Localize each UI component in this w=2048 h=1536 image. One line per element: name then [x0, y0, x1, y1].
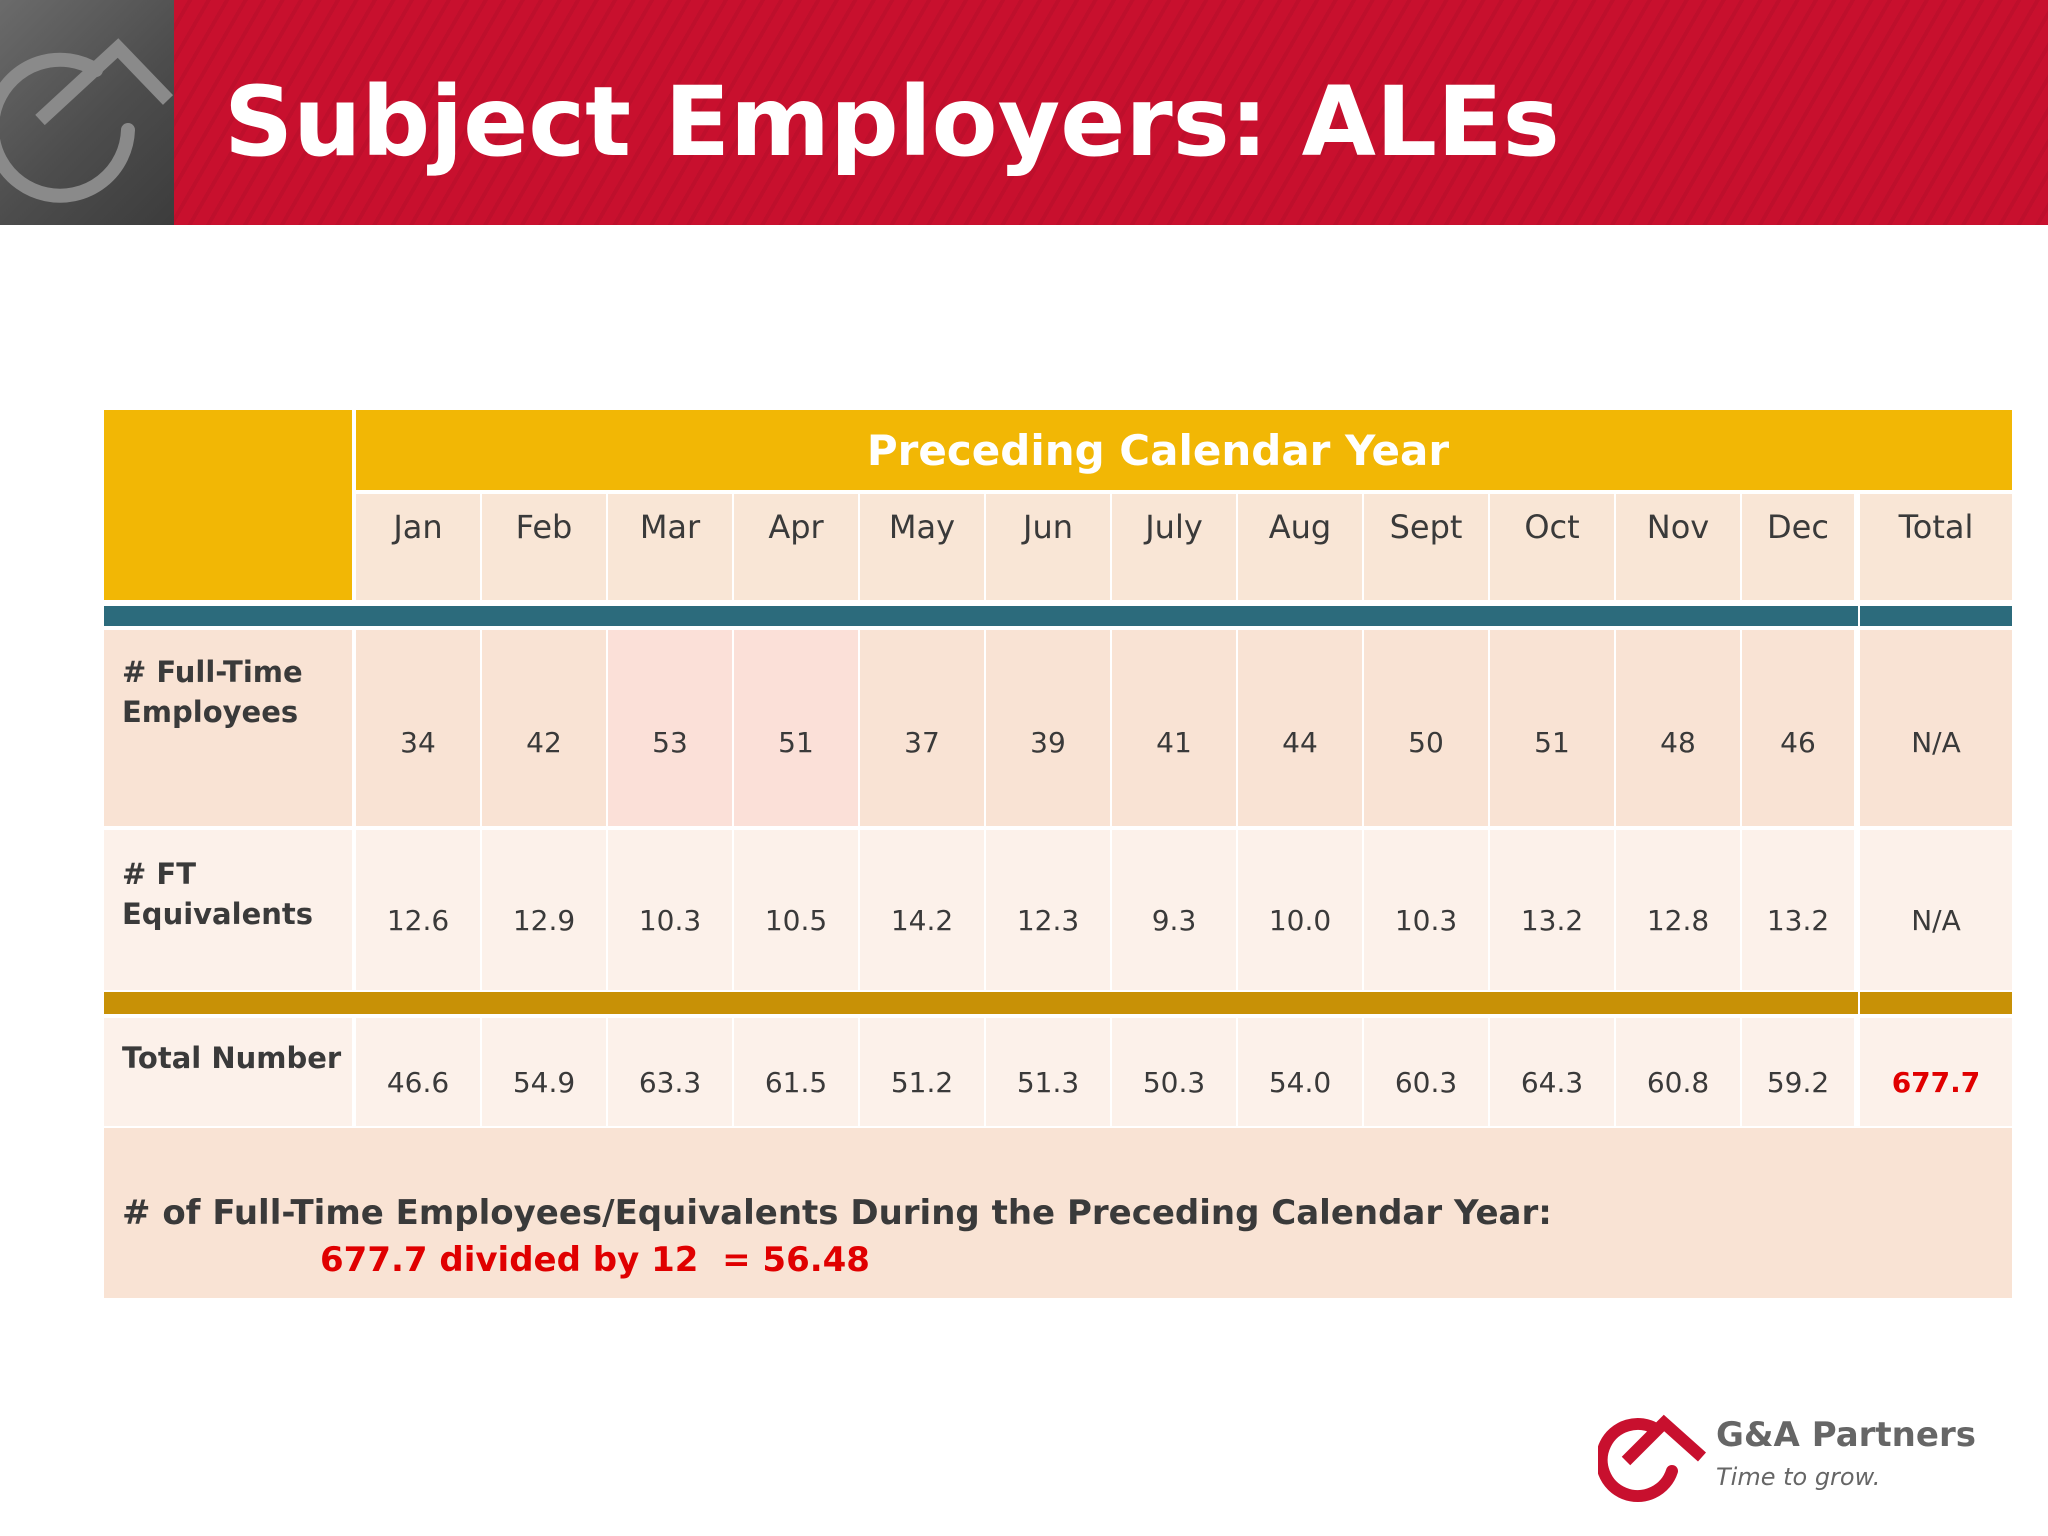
ga-partners-logo-icon: [1598, 1414, 1707, 1502]
row-label-ft-equivalents: # FT Equivalents: [104, 830, 352, 990]
brand-tagline: Time to grow.: [1716, 1463, 1881, 1491]
row-label-text: # FT Equivalents: [122, 857, 314, 931]
table-cell: 60.3: [1364, 1018, 1488, 1126]
title-bar: Subject Employers: ALEs: [174, 0, 2048, 225]
table-cell: 10.3: [608, 830, 732, 990]
table-cell: 10.3: [1364, 830, 1488, 990]
table-cell: 13.2: [1742, 830, 1854, 990]
table-cell: 51: [734, 630, 858, 826]
table-cell: 39: [986, 630, 1110, 826]
table-cell: 12.8: [1616, 830, 1740, 990]
table-cell: 13.2: [1490, 830, 1614, 990]
table-cell: 54.9: [482, 1018, 606, 1126]
ale-table: Preceding Calendar Year Jan Feb Mar Apr …: [104, 410, 2012, 1300]
separator-gold: [1860, 992, 2012, 1014]
table-cell: 51.3: [986, 1018, 1110, 1126]
page-title: Subject Employers: ALEs: [224, 66, 1560, 178]
table-cell: 46: [1742, 630, 1854, 826]
table-cell: 12.3: [986, 830, 1110, 990]
table-cell: 63.3: [608, 1018, 732, 1126]
month-header: Jun: [986, 494, 1110, 600]
table-cell: 51.2: [860, 1018, 984, 1126]
table-cell: 51: [1490, 630, 1614, 826]
summary-box: # of Full-Time Employees/Equivalents Dur…: [104, 1128, 2012, 1298]
month-header: Apr: [734, 494, 858, 600]
row-label-full-time: # Full-Time Employees: [104, 630, 352, 826]
table-cell: 44: [1238, 630, 1362, 826]
table-cell: 54.0: [1238, 1018, 1362, 1126]
total-header: Total: [1860, 494, 2012, 600]
table-cell-total: N/A: [1860, 830, 2012, 990]
table-cell: 10.5: [734, 830, 858, 990]
table-cell: 9.3: [1112, 830, 1236, 990]
table-cell: 60.8: [1616, 1018, 1740, 1126]
table-cell: 34: [356, 630, 480, 826]
separator-gold: [104, 992, 1858, 1014]
table-corner: [104, 410, 352, 600]
row-label-total-number: Total Number: [104, 1018, 352, 1126]
brand-name: G&A Partners: [1716, 1415, 1976, 1455]
band-heading: Preceding Calendar Year: [356, 410, 1960, 490]
month-header: Dec: [1742, 494, 1854, 600]
table-cell: 53: [608, 630, 732, 826]
brand-logo: G&A Partners Time to grow.: [1598, 1405, 2018, 1505]
table-cell: 14.2: [860, 830, 984, 990]
table-cell: 50.3: [1112, 1018, 1236, 1126]
month-header: July: [1112, 494, 1236, 600]
month-header: Oct: [1490, 494, 1614, 600]
table-cell-total: N/A: [1860, 630, 2012, 826]
table-cell: 64.3: [1490, 1018, 1614, 1126]
summary-line: # of Full-Time Employees/Equivalents Dur…: [122, 1193, 1552, 1233]
month-header: Jan: [356, 494, 480, 600]
ga-logo-icon: [0, 38, 174, 203]
table-cell: 61.5: [734, 1018, 858, 1126]
grand-total-value: 677.7: [1860, 1018, 2012, 1126]
separator-teal: [1860, 606, 2012, 626]
separator-teal: [104, 606, 1858, 626]
row-label-text: # Full-Time Employees: [122, 655, 303, 729]
table-cell: 50: [1364, 630, 1488, 826]
summary-calculation: 677.7 divided by 12 = 56.48: [320, 1240, 870, 1280]
month-header: Nov: [1616, 494, 1740, 600]
table-cell: 46.6: [356, 1018, 480, 1126]
month-header: Sept: [1364, 494, 1488, 600]
table-cell: 37: [860, 630, 984, 826]
table-cell: 48: [1616, 630, 1740, 826]
table-cell: 10.0: [1238, 830, 1362, 990]
month-header: Mar: [608, 494, 732, 600]
row-label-text: Total Number: [122, 1041, 342, 1075]
table-cell: 12.9: [482, 830, 606, 990]
month-header: Feb: [482, 494, 606, 600]
table-cell: 42: [482, 630, 606, 826]
month-header: May: [860, 494, 984, 600]
table-cell: 12.6: [356, 830, 480, 990]
header-banner: Subject Employers: ALEs: [0, 0, 2048, 225]
table-cell: 59.2: [1742, 1018, 1854, 1126]
month-header: Aug: [1238, 494, 1362, 600]
band-heading-total: [1860, 410, 2012, 490]
header-logo-mark: [0, 0, 174, 225]
table-cell: 41: [1112, 630, 1236, 826]
